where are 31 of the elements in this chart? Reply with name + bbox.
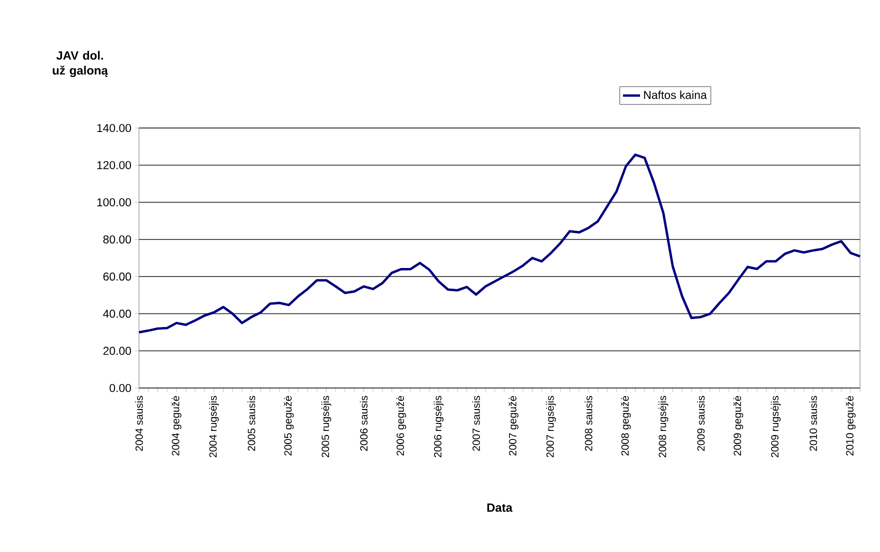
x-tick-label: 2006 gegužė: [396, 396, 406, 456]
x-tick-label: 2008 gegužė: [621, 396, 631, 456]
x-tick-label: 2007 gegužė: [508, 396, 518, 456]
x-tick-label: 2008 sausis: [584, 396, 592, 451]
x-tick-label: 2005 sausis: [248, 396, 256, 451]
x-tick-label: 2009 sausis: [696, 396, 705, 451]
x-tick-label: 2006 rugsėjis: [434, 396, 444, 458]
y-tick-label: 20.00: [103, 346, 132, 355]
x-tick-label: 2010 sausis: [809, 396, 818, 451]
y-tick-label: 40.00: [103, 310, 132, 318]
x-tick-label: 2004 rugsėjis: [209, 396, 219, 458]
x-tick-label: 2009 rugsėjis: [770, 396, 781, 458]
y-tick-label: 80.00: [103, 235, 132, 244]
x-tick-label: 2005 gegužė: [284, 396, 294, 456]
x-tick-label: 2008 rugsėjis: [658, 396, 668, 458]
x-tick-label: 2007 rugsėjis: [546, 396, 556, 458]
y-tick-label: 100.00: [97, 198, 132, 206]
x-tick-label: 2004 sausis: [135, 396, 143, 451]
x-tick-label: 2009 gegužė: [733, 396, 744, 456]
y-tick-label: 140.00: [97, 124, 132, 132]
y-tick-label: 60.00: [103, 272, 132, 281]
x-tick-label: 2006 sausis: [360, 396, 368, 451]
y-axis-title: JAV dol. už galoną: [52, 50, 108, 78]
x-tick-label: 2007 sausis: [472, 396, 480, 451]
y-tick-label: 120.00: [97, 161, 132, 170]
x-axis-title: Data: [487, 504, 513, 512]
x-tick-label: 2010 gegužė: [846, 396, 856, 456]
x-tick-label: 2004 gegužė: [172, 396, 182, 456]
x-tick-label: 2005 rugsėjis: [321, 396, 332, 458]
y-tick-label: 0.00: [110, 384, 132, 392]
legend-label: Naftos kaina: [644, 90, 707, 100]
